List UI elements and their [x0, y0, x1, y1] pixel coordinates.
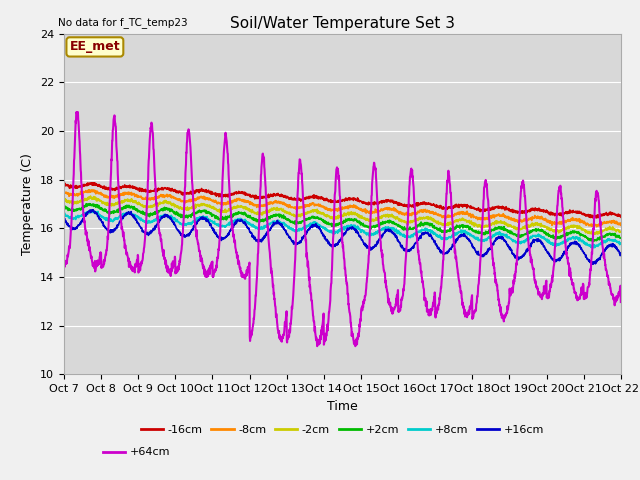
+16cm [88, 208, 96, 214]
+8cm [590, 245, 598, 251]
-8cm [617, 222, 625, 228]
-16cm [499, 204, 506, 210]
+8cm [331, 230, 339, 236]
Line: -16cm: -16cm [64, 183, 621, 218]
Line: +64cm: +64cm [64, 112, 621, 346]
+8cm [87, 207, 95, 213]
X-axis label: Time: Time [327, 400, 358, 413]
+2cm [499, 225, 506, 230]
-2cm [601, 227, 609, 233]
+16cm [60, 216, 68, 222]
-8cm [316, 202, 324, 207]
Line: +2cm: +2cm [64, 204, 621, 241]
-16cm [617, 214, 625, 220]
+64cm [73, 109, 81, 115]
+16cm [316, 227, 324, 233]
+64cm [331, 190, 339, 196]
-16cm [89, 180, 97, 186]
Text: No data for f_TC_temp23: No data for f_TC_temp23 [58, 17, 188, 28]
+64cm [351, 343, 359, 349]
-16cm [331, 198, 339, 204]
-8cm [602, 220, 609, 226]
Line: +16cm: +16cm [64, 210, 621, 264]
Legend: +64cm: +64cm [99, 443, 175, 462]
-2cm [86, 193, 94, 199]
-16cm [88, 180, 96, 186]
+2cm [60, 202, 68, 208]
+8cm [602, 240, 609, 246]
+8cm [601, 239, 609, 245]
+2cm [602, 234, 609, 240]
-16cm [601, 211, 609, 217]
+64cm [89, 263, 97, 268]
+64cm [316, 333, 324, 338]
+2cm [589, 239, 596, 244]
+64cm [60, 260, 68, 266]
+16cm [90, 207, 97, 213]
-2cm [591, 231, 599, 237]
+16cm [589, 261, 596, 267]
+8cm [60, 210, 68, 216]
-8cm [84, 187, 92, 192]
-2cm [331, 214, 339, 220]
+2cm [89, 202, 97, 207]
+64cm [602, 262, 609, 268]
+16cm [499, 234, 506, 240]
-2cm [89, 194, 97, 200]
-8cm [499, 213, 506, 219]
-2cm [499, 219, 506, 225]
-2cm [617, 229, 625, 235]
+8cm [617, 240, 625, 246]
-2cm [60, 196, 68, 202]
-16cm [593, 215, 600, 221]
+64cm [617, 299, 625, 305]
Line: -8cm: -8cm [64, 190, 621, 227]
-8cm [89, 189, 97, 194]
+64cm [499, 315, 507, 321]
+8cm [316, 223, 324, 228]
Y-axis label: Temperature (C): Temperature (C) [22, 153, 35, 255]
+16cm [602, 248, 609, 253]
-8cm [601, 219, 609, 225]
Line: -2cm: -2cm [64, 196, 621, 234]
-2cm [602, 227, 609, 232]
+2cm [86, 201, 93, 206]
-8cm [331, 207, 339, 213]
+16cm [617, 252, 625, 258]
+8cm [89, 208, 97, 214]
+2cm [601, 233, 609, 239]
Title: Soil/Water Temperature Set 3: Soil/Water Temperature Set 3 [230, 16, 455, 31]
+2cm [331, 223, 339, 228]
-2cm [316, 209, 324, 215]
+64cm [601, 257, 609, 263]
+16cm [331, 243, 339, 249]
+2cm [316, 216, 324, 221]
+16cm [601, 246, 609, 252]
+2cm [617, 235, 625, 241]
Line: +8cm: +8cm [64, 210, 621, 248]
+8cm [499, 231, 506, 237]
Text: EE_met: EE_met [70, 40, 120, 53]
-8cm [60, 190, 68, 196]
-8cm [593, 224, 600, 229]
-16cm [602, 212, 609, 217]
-16cm [316, 196, 324, 202]
-16cm [60, 180, 68, 186]
